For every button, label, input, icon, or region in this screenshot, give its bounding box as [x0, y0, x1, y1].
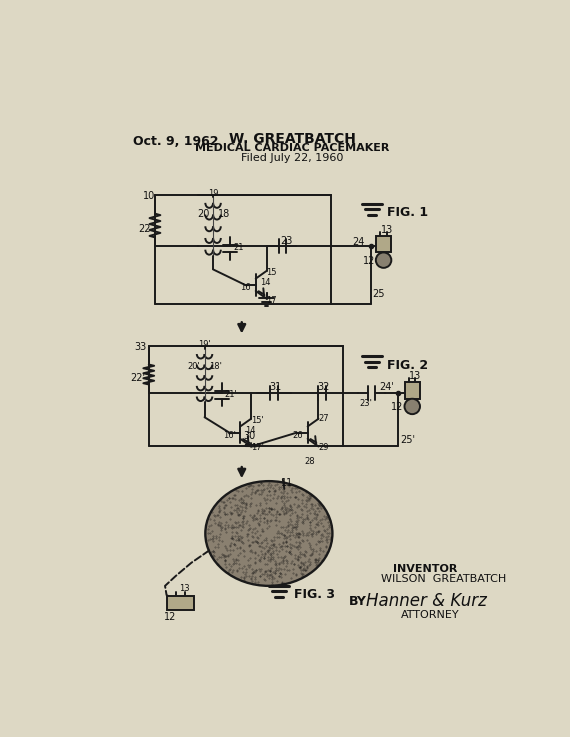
Bar — [376, 236, 392, 253]
Text: 17: 17 — [267, 296, 277, 304]
Bar — [166, 596, 194, 609]
Ellipse shape — [205, 481, 332, 586]
Text: FIG. 2: FIG. 2 — [388, 359, 429, 371]
Text: 11: 11 — [280, 478, 293, 488]
Text: INVENTOR: INVENTOR — [393, 565, 457, 574]
Text: 13: 13 — [179, 584, 190, 593]
Text: 30: 30 — [243, 431, 255, 441]
Text: 15': 15' — [251, 416, 264, 425]
Text: Oct. 9, 1962: Oct. 9, 1962 — [133, 135, 219, 147]
Text: 19: 19 — [208, 189, 218, 198]
Bar — [405, 382, 420, 399]
Text: FIG. 3: FIG. 3 — [295, 588, 336, 601]
Text: 12: 12 — [390, 402, 403, 412]
Text: 20: 20 — [198, 209, 210, 219]
Text: 17': 17' — [251, 444, 264, 453]
Text: 26: 26 — [292, 431, 303, 440]
Text: Filed July 22, 1960: Filed July 22, 1960 — [241, 153, 343, 163]
Text: 22': 22' — [130, 374, 145, 383]
Text: 25: 25 — [373, 289, 385, 298]
Text: Hanner & Kurz: Hanner & Kurz — [366, 592, 487, 610]
Text: ATTORNEY: ATTORNEY — [401, 610, 459, 621]
Text: 14: 14 — [260, 278, 271, 287]
Text: FIG. 1: FIG. 1 — [388, 206, 429, 219]
Text: 22: 22 — [138, 224, 150, 234]
Text: 25': 25' — [400, 435, 415, 445]
Text: 24': 24' — [380, 382, 394, 392]
Text: MEDICAL CARDIAC PACEMAKER: MEDICAL CARDIAC PACEMAKER — [195, 143, 389, 153]
Text: 12: 12 — [364, 256, 376, 265]
Text: 18': 18' — [209, 362, 222, 371]
Text: 33: 33 — [135, 342, 147, 352]
Circle shape — [405, 399, 420, 414]
Text: 32: 32 — [317, 382, 330, 392]
Text: BY: BY — [349, 595, 367, 608]
Text: 21': 21' — [225, 390, 238, 399]
Text: 18: 18 — [218, 209, 230, 219]
Text: 31: 31 — [270, 382, 282, 392]
Text: 19': 19' — [198, 340, 211, 349]
Text: 29: 29 — [319, 444, 329, 453]
Text: 20': 20' — [188, 362, 200, 371]
Text: 16': 16' — [223, 431, 236, 440]
Text: 16: 16 — [240, 283, 251, 293]
Text: 27: 27 — [319, 414, 329, 423]
Circle shape — [376, 253, 392, 268]
Text: 10: 10 — [142, 191, 155, 201]
Text: 21: 21 — [233, 243, 244, 252]
Text: 23: 23 — [280, 236, 293, 245]
Text: 12: 12 — [164, 612, 176, 622]
Text: WILSON  GREATBATCH: WILSON GREATBATCH — [381, 574, 507, 584]
Text: 13: 13 — [409, 371, 421, 381]
Text: W. GREATBATCH: W. GREATBATCH — [229, 133, 356, 147]
Text: 15: 15 — [267, 268, 277, 277]
Text: 23': 23' — [360, 399, 372, 408]
Text: 28: 28 — [304, 457, 315, 467]
Text: 14: 14 — [245, 426, 255, 435]
Text: 24: 24 — [353, 237, 365, 247]
Text: 13: 13 — [381, 225, 393, 234]
